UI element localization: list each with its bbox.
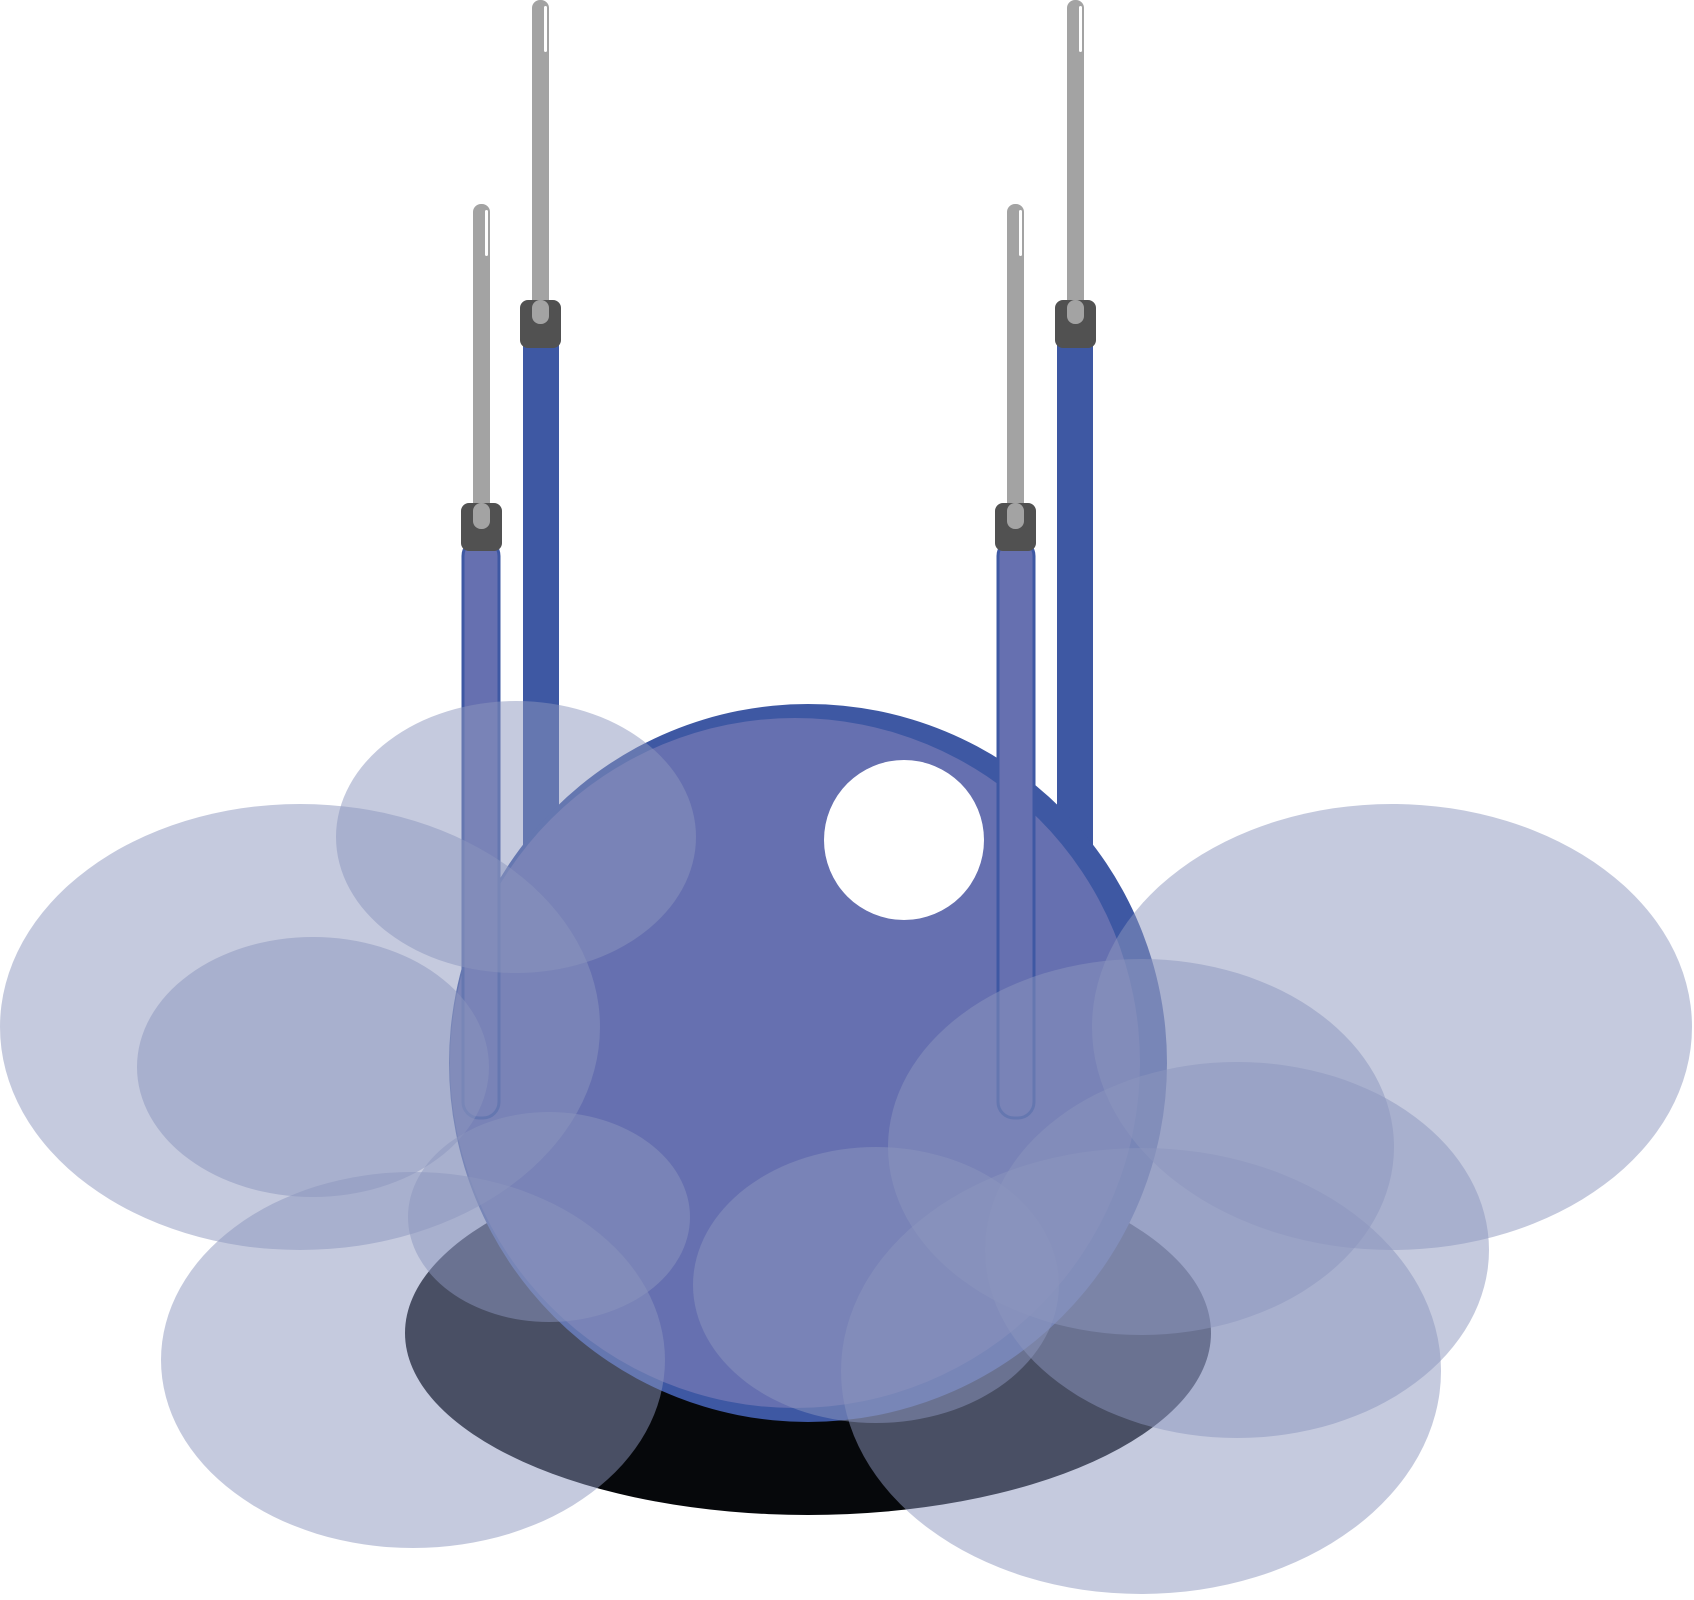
antenna-icon (461, 204, 502, 551)
back-right-rod (1057, 330, 1093, 890)
cloud-puff-icon (841, 1148, 1441, 1594)
cloud-puff-icon (161, 1172, 665, 1548)
antenna-icon (520, 0, 561, 348)
cloud-layer (0, 701, 1692, 1594)
antenna-icon (1055, 0, 1096, 348)
antenna-icon (995, 204, 1036, 551)
cloud-puff-icon (137, 937, 489, 1197)
circle-port-icon (824, 760, 984, 920)
